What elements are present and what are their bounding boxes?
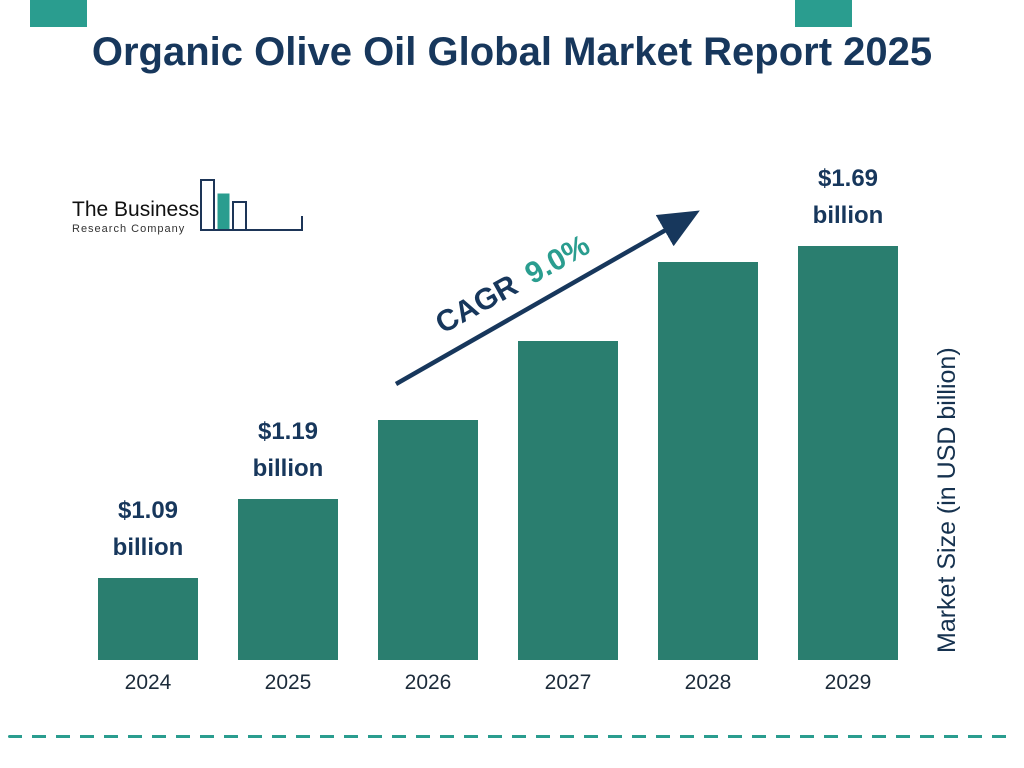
y-axis-label: Market Size (in USD billion) [933,347,961,653]
x-axis-tick-label: 2029 [824,670,872,694]
top-left-accent-bar [30,0,87,27]
bar-2028 [658,262,758,660]
bar-2027 [518,341,618,660]
bar-group-2029: $1.69 billion 2029 [798,160,898,705]
bar-value-label: $1.69 billion [812,165,884,230]
x-axis-tick-label: 2026 [404,670,452,694]
bar-group-2027: 2027 [518,160,618,705]
bar-2024 [98,578,198,660]
bar-group-2025: $1.19 billion 2025 [238,160,338,705]
x-axis-tick-label: 2025 [264,670,312,694]
bar-group-2028: 2028 [658,160,758,705]
bar-value-label: $1.19 billion [252,417,324,482]
bottom-dashed-divider [8,735,1016,738]
bar-group-2026: 2026 [378,160,478,705]
x-axis-tick-label: 2027 [544,670,592,694]
x-axis-tick-label: 2028 [684,670,732,694]
logo-text-line1: The Business [72,198,200,221]
logo-text-line2: Research Company [72,223,186,235]
page-title: Organic Olive Oil Global Market Report 2… [91,30,933,74]
bar-chart: $1.09 billion 2024 $1.19 billion 2025 2026 20… [98,160,898,705]
bar-2029 [798,246,898,660]
company-logo: The Business Research Company [72,198,199,235]
top-right-accent-bar [795,0,852,27]
bar-group-2024: $1.09 billion 2024 [98,160,198,705]
bar-2025 [238,499,338,660]
x-axis-tick-label: 2024 [124,670,172,694]
bar-2026 [378,420,478,660]
logo-bar-chart-icon [200,179,303,231]
bar-value-label: $1.09 billion [112,496,184,561]
